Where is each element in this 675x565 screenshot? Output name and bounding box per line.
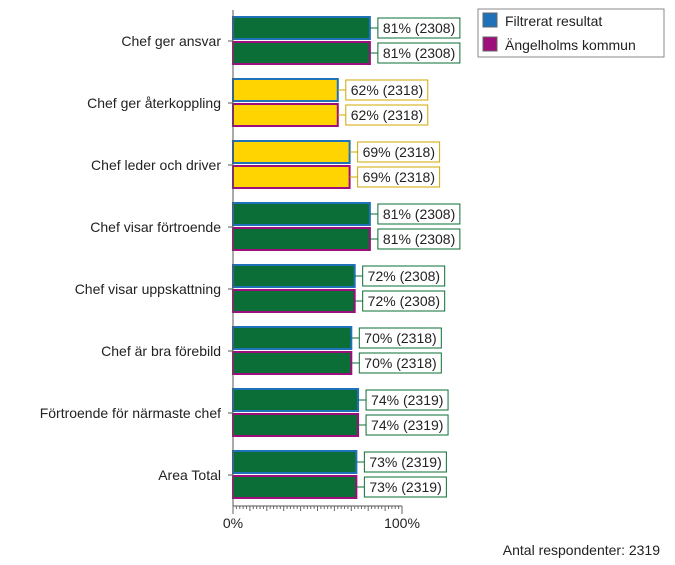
x-tick-label-max: 100% (384, 515, 420, 531)
value-label-box (365, 389, 449, 411)
value-label-box (377, 42, 461, 64)
bar (232, 165, 351, 189)
legend-swatch-filtrerat (482, 12, 498, 28)
category-label: Chef visar förtroende (90, 219, 221, 235)
value-label-box (365, 414, 449, 436)
value-label: 69% (2318) (363, 144, 435, 160)
bar (232, 289, 356, 313)
value-labels-layer: Chef ger ansvar 81% (2308) 81% (2308) Chef … (40, 17, 461, 498)
bar (232, 388, 360, 412)
category-label: Chef visar uppskattning (75, 281, 221, 297)
value-label: 81% (2308) (383, 206, 455, 222)
value-label-box (358, 352, 442, 374)
category-label: Förtroende för närmaste chef (40, 405, 221, 421)
value-label: 62% (2318) (351, 82, 423, 98)
value-label: 72% (2308) (368, 293, 440, 309)
bar (232, 16, 371, 40)
legend-frame (477, 8, 665, 58)
bar (232, 202, 371, 226)
value-label-box (363, 451, 447, 473)
bar (232, 227, 371, 251)
category-label: Chef är bra förebild (101, 343, 221, 359)
value-label: 74% (2319) (371, 392, 443, 408)
value-label-box (362, 265, 446, 287)
bar (232, 41, 371, 65)
value-label: 81% (2308) (383, 231, 455, 247)
legend-label-filtrerat: Filtrerat resultat (505, 13, 602, 29)
bar (232, 140, 351, 164)
bar (232, 351, 353, 375)
bar (232, 78, 339, 102)
value-label: 70% (2318) (364, 355, 436, 371)
value-label: 62% (2318) (351, 107, 423, 123)
value-label: 72% (2308) (368, 268, 440, 284)
bar (232, 450, 358, 474)
value-label-box (358, 327, 442, 349)
value-label-box (357, 141, 441, 163)
value-label: 74% (2319) (371, 417, 443, 433)
bar (232, 103, 339, 127)
value-label-box (363, 476, 447, 498)
legend: Filtrerat resultat Ängelholms kommun (477, 8, 665, 58)
legend-label-angelholm: Ängelholms kommun (505, 37, 636, 53)
value-label-box (377, 17, 461, 39)
category-label: Chef ger ansvar (121, 33, 221, 49)
bar (232, 475, 358, 499)
category-label: Chef leder och driver (91, 157, 221, 173)
value-label-box (377, 228, 461, 250)
respondent-count-note: Antal respondenter: 2319 (503, 542, 660, 558)
value-label-box (345, 104, 429, 126)
value-label-box (377, 203, 461, 225)
value-label: 69% (2318) (363, 169, 435, 185)
bar (232, 264, 356, 288)
x-axis: 0% 100% (223, 10, 420, 531)
value-label-box (362, 290, 446, 312)
category-label: Chef ger återkoppling (87, 95, 221, 111)
value-label: 81% (2308) (383, 20, 455, 36)
value-label-box (357, 166, 441, 188)
category-label: Area Total (158, 467, 221, 483)
bar (232, 326, 353, 350)
bar (232, 413, 360, 437)
legend-swatch-angelholm (482, 36, 498, 52)
x-tick-label-min: 0% (223, 515, 243, 531)
value-label: 73% (2319) (369, 479, 441, 495)
value-label-box (345, 79, 429, 101)
value-label: 81% (2308) (383, 45, 455, 61)
value-label: 70% (2318) (364, 330, 436, 346)
value-label: 73% (2319) (369, 454, 441, 470)
